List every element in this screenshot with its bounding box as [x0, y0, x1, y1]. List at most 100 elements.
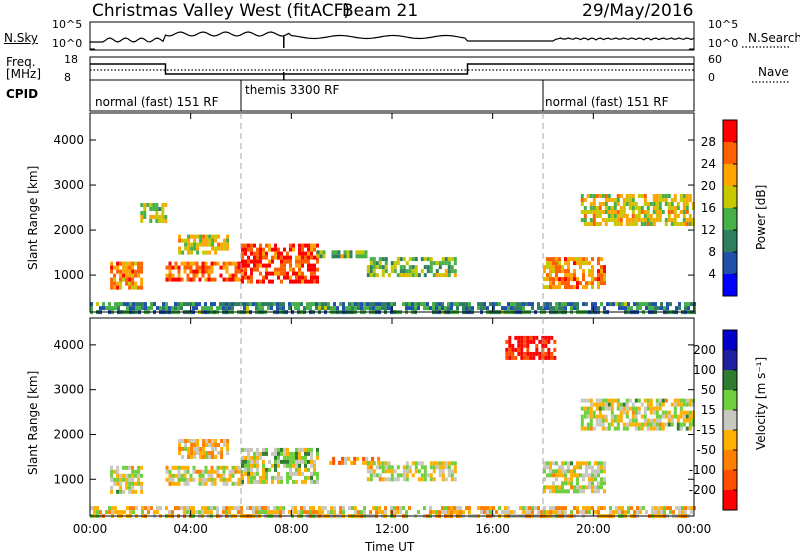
- power-cell: [372, 306, 375, 311]
- velocity-cell: [351, 506, 354, 511]
- power-cell: [393, 269, 397, 274]
- velocity-cell: [294, 506, 297, 511]
- velocity-cell: [147, 506, 150, 511]
- power-cell: [327, 302, 330, 307]
- power-cell: [600, 281, 603, 286]
- velocity-cell: [274, 459, 277, 464]
- power-cell: [298, 271, 301, 276]
- power-cell: [265, 263, 268, 268]
- power-cell: [678, 306, 681, 311]
- power-cell: [321, 306, 324, 311]
- velocity-cell: [538, 355, 542, 360]
- velocity-cell: [196, 451, 200, 455]
- power-cell: [414, 257, 418, 262]
- power-cell: [140, 203, 144, 207]
- power-cell: [140, 215, 144, 219]
- power-cell: [426, 269, 430, 274]
- velocity-cell: [387, 461, 391, 466]
- velocity-colorbar-cell: [723, 430, 737, 451]
- velocity-cell: [658, 426, 662, 431]
- power-cell: [137, 285, 141, 290]
- velocity-cell: [310, 459, 313, 464]
- velocity-cell: [183, 481, 187, 486]
- velocity-cell: [181, 455, 185, 459]
- power-cell: [598, 210, 602, 214]
- power-cell: [685, 210, 689, 214]
- velocity-cell: [588, 477, 591, 482]
- power-cell: [543, 302, 546, 307]
- velocity-cell: [183, 506, 186, 511]
- power-cell: [510, 306, 513, 311]
- power-cell: [208, 238, 212, 243]
- velocity-cell: [193, 455, 197, 459]
- velocity-cell: [684, 506, 687, 511]
- power-cell: [561, 265, 564, 270]
- power-cell: [241, 255, 244, 260]
- power-cell: [226, 242, 230, 247]
- power-cell: [309, 306, 312, 311]
- velocity-cell: [579, 473, 582, 478]
- velocity-cell: [225, 506, 228, 511]
- power-cell: [552, 277, 555, 282]
- power-cell: [255, 302, 258, 307]
- velocity-cell: [417, 469, 421, 474]
- power-cell: [390, 302, 393, 307]
- velocity-cell: [594, 489, 597, 494]
- power-cell: [270, 306, 273, 311]
- velocity-cell: [369, 473, 373, 478]
- power-cell: [618, 306, 621, 311]
- power-cell: [438, 273, 442, 278]
- velocity-cell: [259, 479, 262, 484]
- velocity-cell: [237, 506, 240, 511]
- velocity-cell: [513, 510, 516, 515]
- power-cell: [507, 306, 510, 311]
- velocity-cell: [310, 479, 313, 484]
- velocity-cell: [204, 506, 207, 511]
- velocity-cell: [195, 510, 198, 515]
- velocity-cell: [214, 443, 218, 447]
- velocity-cell: [116, 477, 120, 482]
- velocity-cell: [396, 506, 399, 511]
- power-cell: [268, 247, 271, 252]
- power-cell: [186, 265, 190, 270]
- power-cell: [592, 198, 596, 202]
- power-cell: [178, 234, 182, 239]
- power-cell: [649, 214, 653, 218]
- velocity-cell: [119, 485, 123, 490]
- velocity-cell: [222, 469, 226, 474]
- power-cell: [304, 243, 307, 248]
- velocity-cell: [217, 451, 221, 455]
- velocity-cell: [517, 335, 521, 340]
- velocity-cell: [250, 455, 253, 460]
- velocity-cell: [210, 481, 214, 486]
- power-cell: [616, 222, 620, 226]
- power-cell: [384, 265, 388, 270]
- velocity-cell: [131, 489, 135, 494]
- velocity-cell: [582, 489, 585, 494]
- power-cell: [259, 247, 262, 252]
- velocity-cell: [594, 510, 597, 515]
- velocity-cell: [610, 410, 614, 415]
- velocity-cell: [564, 473, 567, 478]
- power-cell: [598, 194, 602, 198]
- velocity-cell: [600, 477, 603, 482]
- power-cell: [316, 275, 319, 280]
- velocity-cell: [381, 461, 385, 466]
- power-cell: [435, 269, 439, 274]
- velocity-cell: [204, 477, 208, 482]
- velocity-cell: [595, 414, 599, 419]
- velocity-cell: [663, 506, 666, 511]
- power-cell: [168, 277, 172, 282]
- power-cell: [643, 218, 647, 222]
- velocity-cell: [171, 473, 175, 478]
- power-cell: [363, 306, 366, 311]
- power-cell: [597, 281, 600, 286]
- velocity-cell: [211, 455, 215, 459]
- velocity-cell: [99, 510, 102, 515]
- velocity-cell: [178, 451, 182, 455]
- velocity-cell: [226, 447, 230, 451]
- power-cell: [673, 210, 677, 214]
- power-cell: [123, 302, 126, 307]
- x-tick-label: 16:00: [475, 522, 510, 536]
- velocity-cell: [205, 443, 209, 447]
